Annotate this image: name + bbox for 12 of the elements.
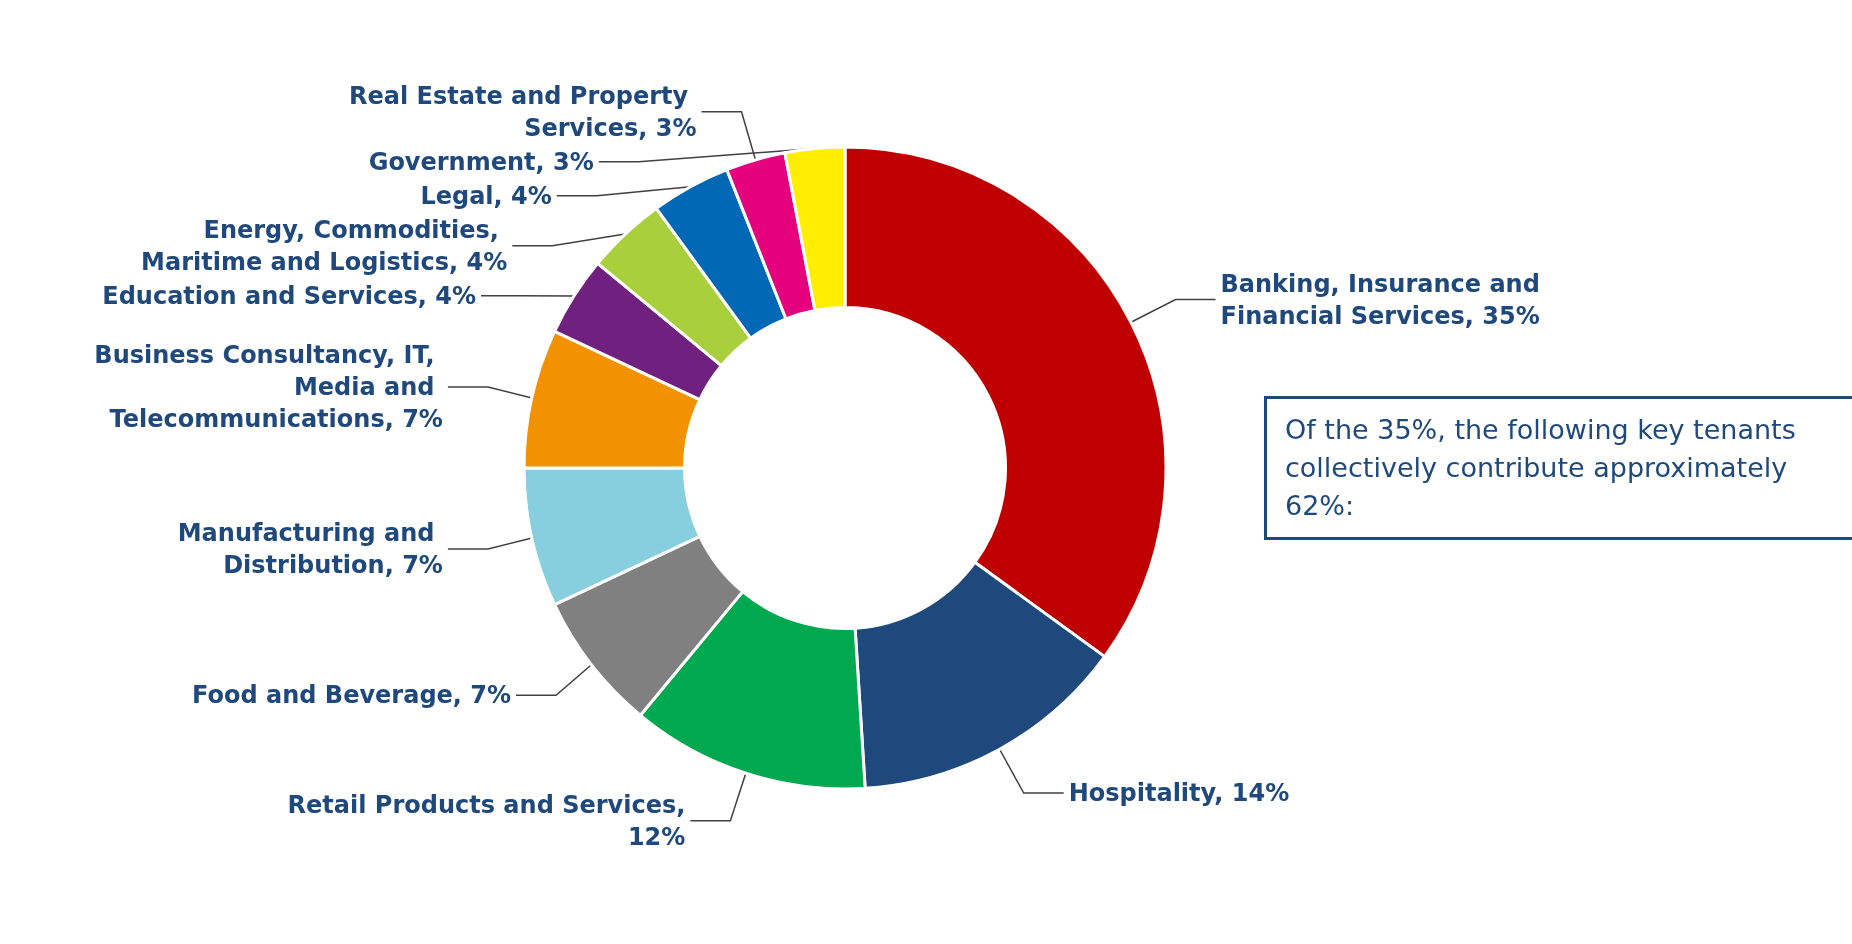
slice-label: Retail Products and Services, 12% bbox=[287, 790, 686, 851]
text: Of the 35%, the following key tenants collectively contribute approximately 62%: bbox=[1264, 396, 1852, 540]
slice-label: Hospitality, 14% bbox=[1068, 779, 1290, 808]
slice-label: Legal, 4% bbox=[420, 181, 552, 210]
slice-label: Manufacturing and Distribution, 7% bbox=[177, 518, 443, 579]
slice-label: Food and Beverage, 7% bbox=[192, 681, 512, 710]
slice-label: Education and Services, 4% bbox=[102, 281, 477, 310]
slice-label: Real Estate and Property Services, 3% bbox=[349, 81, 697, 142]
slice-label: Government, 3% bbox=[368, 147, 594, 176]
slice-label: Business Consultancy, IT, Media and Telecommunications, 7% bbox=[94, 341, 443, 434]
slice-label: Banking, Insurance and Financial Services, 35% bbox=[1220, 269, 1549, 330]
slice-label: Energy, Commodities, Maritime and Logistics, 4% bbox=[141, 215, 508, 276]
